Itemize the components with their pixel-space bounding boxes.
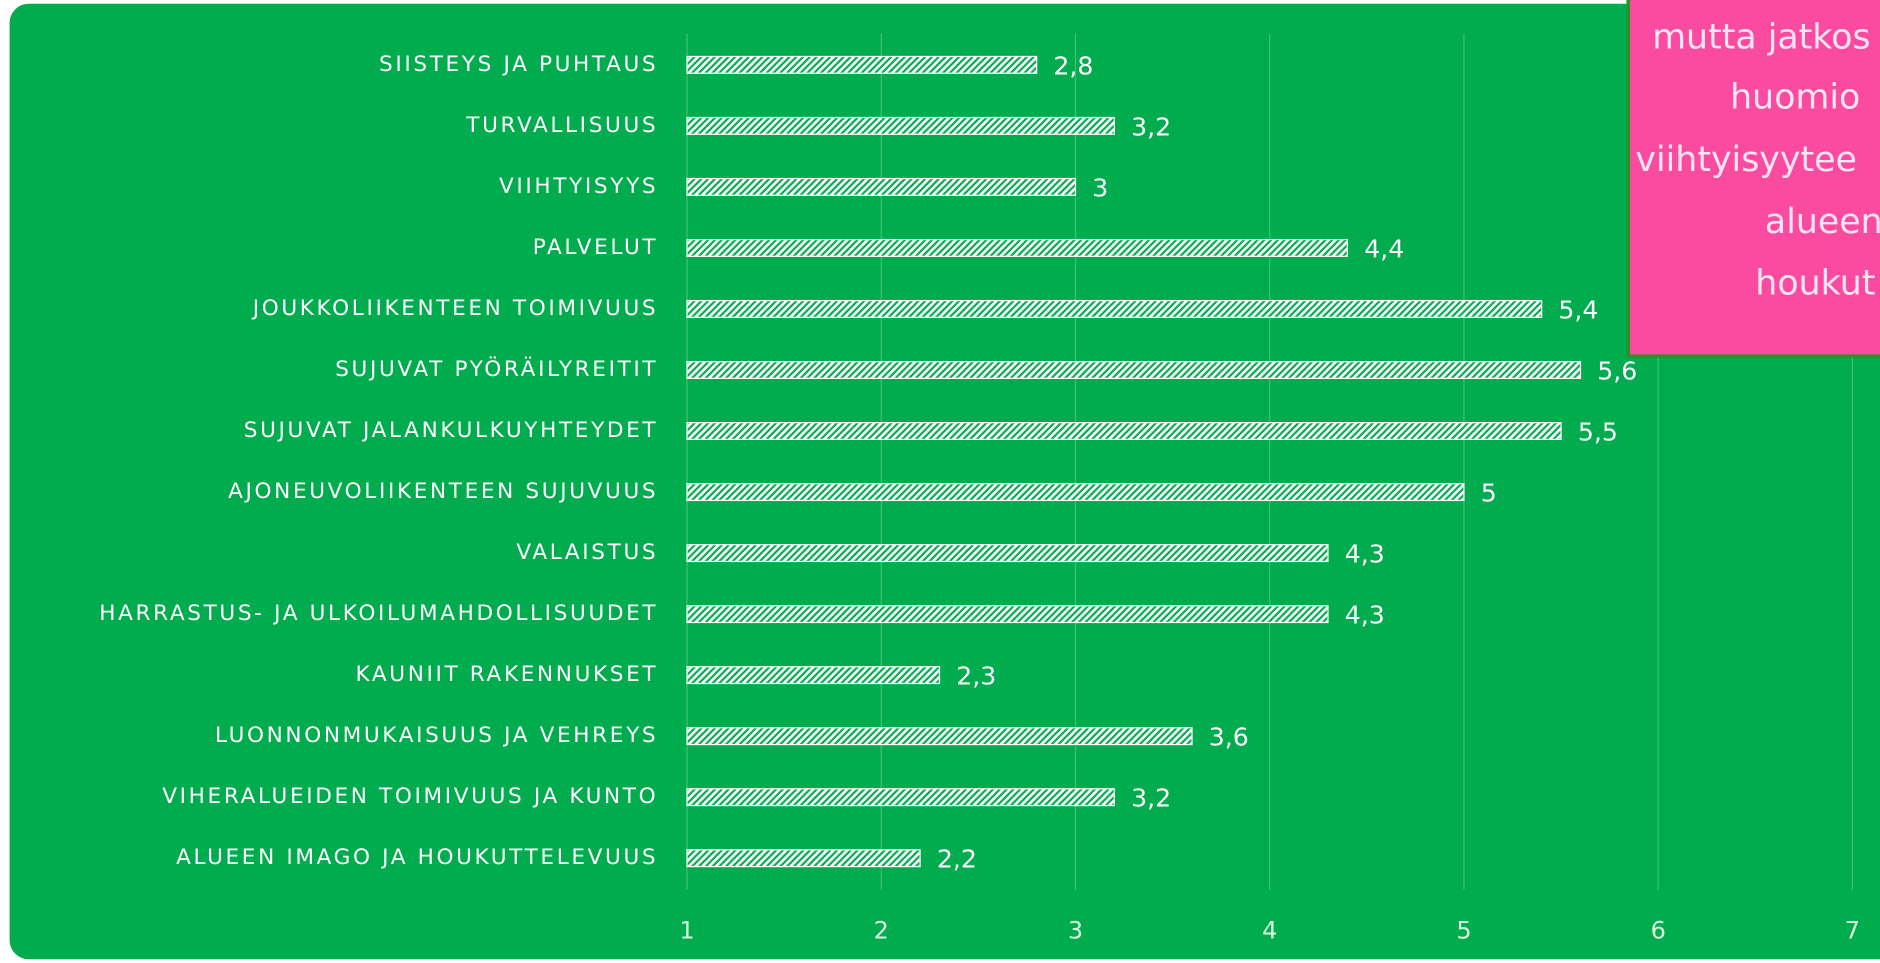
- callout-box: [1626, 0, 1880, 359]
- x-tick-label: 4: [1262, 917, 1277, 945]
- value-label: 4,3: [1345, 539, 1385, 568]
- category-label: VIHERALUEIDEN TOIMIVUUS JA KUNTO: [162, 784, 658, 809]
- value-label: 5,6: [1597, 356, 1637, 385]
- value-label: 2,3: [956, 662, 996, 691]
- x-tick-label: 2: [874, 917, 889, 945]
- bar: [686, 544, 1329, 563]
- value-label: 3: [1092, 173, 1108, 202]
- callout-text: viihtyisyytee: [1635, 140, 1856, 180]
- bar: [686, 788, 1115, 807]
- bar: [686, 483, 1465, 502]
- bar: [686, 422, 1562, 441]
- value-label: 5: [1481, 478, 1497, 507]
- category-label: AJONEUVOLIIKENTEEN SUJUVUUS: [228, 479, 658, 504]
- bar: [686, 177, 1077, 196]
- category-label: VALAISTUS: [516, 540, 658, 565]
- value-label: 5,5: [1578, 417, 1618, 446]
- value-label: 2,2: [937, 845, 977, 874]
- callout-text: alueen: [1765, 202, 1880, 242]
- value-label: 5,4: [1558, 295, 1598, 324]
- value-label: 3,2: [1131, 112, 1171, 141]
- bar: [686, 116, 1115, 135]
- value-label: 4,4: [1364, 234, 1404, 263]
- value-label: 2,8: [1053, 51, 1093, 80]
- category-label: JOUKKOLIIKENTEEN TOIMIVUUS: [251, 296, 659, 321]
- category-label: VIIHTYISYYS: [499, 174, 658, 199]
- bar: [686, 849, 921, 868]
- grid: 1 2 3 4 5 6 7: [679, 33, 1860, 945]
- x-tick-label: 1: [679, 917, 694, 945]
- category-label: TURVALLISUUS: [465, 113, 658, 138]
- x-tick-label: 7: [1845, 917, 1860, 945]
- category-label: LUONNONMUKAISUUS JA VEHREYS: [215, 723, 658, 748]
- category-label: HARRASTUS- JA ULKOILUMAHDOLLISUUDET: [99, 601, 658, 626]
- category-label: SUJUVAT PYÖRÄILYREITIT: [335, 356, 658, 382]
- callout: mutta jatkos huomio viihtyisyytee alueen hou…: [1626, 0, 1880, 359]
- bar: [686, 55, 1038, 74]
- category-label: KAUNIIT RAKENNUKSET: [355, 662, 658, 687]
- chart-background: [9, 3, 1880, 960]
- category-label: ALUEEN IMAGO JA HOUKUTTELEVUUS: [176, 845, 658, 870]
- bar: [686, 361, 1582, 379]
- value-label: 4,3: [1345, 601, 1385, 630]
- x-tick-label: 5: [1456, 917, 1471, 945]
- bar: [686, 299, 1543, 318]
- bar: [686, 666, 941, 685]
- bar: [686, 605, 1329, 624]
- value-label: 3,6: [1209, 723, 1249, 752]
- x-tick-label: 3: [1068, 917, 1083, 945]
- bar: [686, 238, 1349, 257]
- category-label: SIISTEYS JA PUHTAUS: [379, 52, 658, 77]
- x-tick-label: 6: [1651, 917, 1666, 945]
- bar: [686, 727, 1193, 746]
- callout-text: huomio: [1730, 77, 1860, 117]
- bars: SIISTEYS JA PUHTAUS 2,8 TURVALLISUUS 3,2 VII…: [99, 51, 1637, 873]
- value-label: 3,2: [1131, 784, 1171, 813]
- callout-text: mutta jatkos: [1652, 17, 1870, 57]
- category-label: PALVELUT: [533, 235, 658, 260]
- category-label: SUJUVAT JALANKULKUYHTEYDET: [244, 418, 658, 443]
- callout-text: houkut: [1755, 263, 1875, 303]
